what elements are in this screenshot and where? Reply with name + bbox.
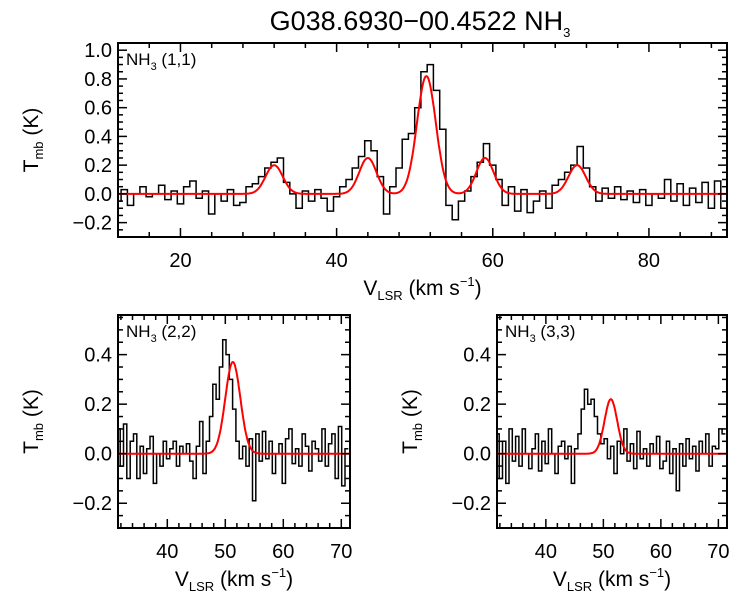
y-tick-label: −0.2	[73, 493, 112, 515]
x-tick-label: 20	[169, 250, 191, 272]
plot-frame	[117, 42, 728, 238]
observed-spectrum	[118, 339, 349, 502]
x-axis-label: VLSR (km s−1)	[363, 274, 481, 303]
gaussian-fit-curve	[118, 74, 727, 195]
x-tick-label: 80	[638, 250, 660, 272]
y-tick-label: 0.2	[84, 394, 112, 416]
y-tick-label: 0.2	[84, 155, 112, 177]
y-axis-label: Tmb (K)	[20, 108, 46, 173]
y-axis-label: Tmb (K)	[399, 389, 425, 454]
x-tick-label: 70	[330, 541, 352, 563]
gaussian-fit-curve	[118, 361, 350, 455]
x-tick-label: 50	[214, 541, 236, 563]
y-tick-label: 0.4	[84, 126, 112, 148]
plot-frame	[496, 314, 728, 529]
plot-frame	[117, 314, 351, 529]
y-tick-label: 0.0	[463, 444, 491, 466]
x-tick-label: 40	[535, 541, 557, 563]
x-axis-label: VLSR (km s−1)	[553, 565, 671, 594]
y-tick-label: 0.4	[463, 345, 491, 367]
gaussian-fit-curve	[497, 398, 727, 455]
observed-spectrum	[118, 63, 727, 221]
observed-spectrum	[497, 388, 726, 492]
y-tick-label: 0.0	[84, 184, 112, 206]
panel-2: 40 50 60 70 −0.2 0.0 0.2 0.4 NH3 (2,2) VLSR (km s…	[20, 314, 352, 594]
panel-label: NH3 (2,2)	[126, 322, 196, 345]
y-axis-label: Tmb (K)	[20, 389, 46, 454]
y-tick-label: 0.8	[84, 69, 112, 91]
x-tick-label: 60	[272, 541, 294, 563]
y-tick-label: 1.0	[84, 40, 112, 62]
panel-3: 40 50 60 70 −0.2 0.0 0.2 0.4 NH3 (3,3) VLSR (km s…	[399, 314, 730, 594]
panel-1: 20 40 60 80 −0.2 0.0 0.2 0.4 0.6 0.8 1.0 NH3 (1,1) V…	[20, 40, 728, 303]
x-tick-label: 60	[482, 250, 504, 272]
x-axis-label: VLSR (km s−1)	[175, 565, 293, 594]
panel-label: NH3 (3,3)	[505, 322, 575, 345]
figure-title: G038.6930−00.4522 NH3	[270, 6, 571, 40]
y-tick-label: −0.2	[452, 493, 491, 515]
x-tick-label: 40	[325, 250, 347, 272]
x-tick-label: 50	[592, 541, 614, 563]
panel-label: NH3 (1,1)	[126, 50, 196, 73]
y-tick-label: 0.2	[463, 394, 491, 416]
y-tick-label: 0.0	[84, 444, 112, 466]
x-tick-label: 60	[650, 541, 672, 563]
y-tick-label: −0.2	[73, 213, 112, 235]
y-tick-label: 0.4	[84, 345, 112, 367]
x-tick-label: 70	[707, 541, 729, 563]
x-tick-label: 40	[156, 541, 178, 563]
y-tick-label: 0.6	[84, 98, 112, 120]
